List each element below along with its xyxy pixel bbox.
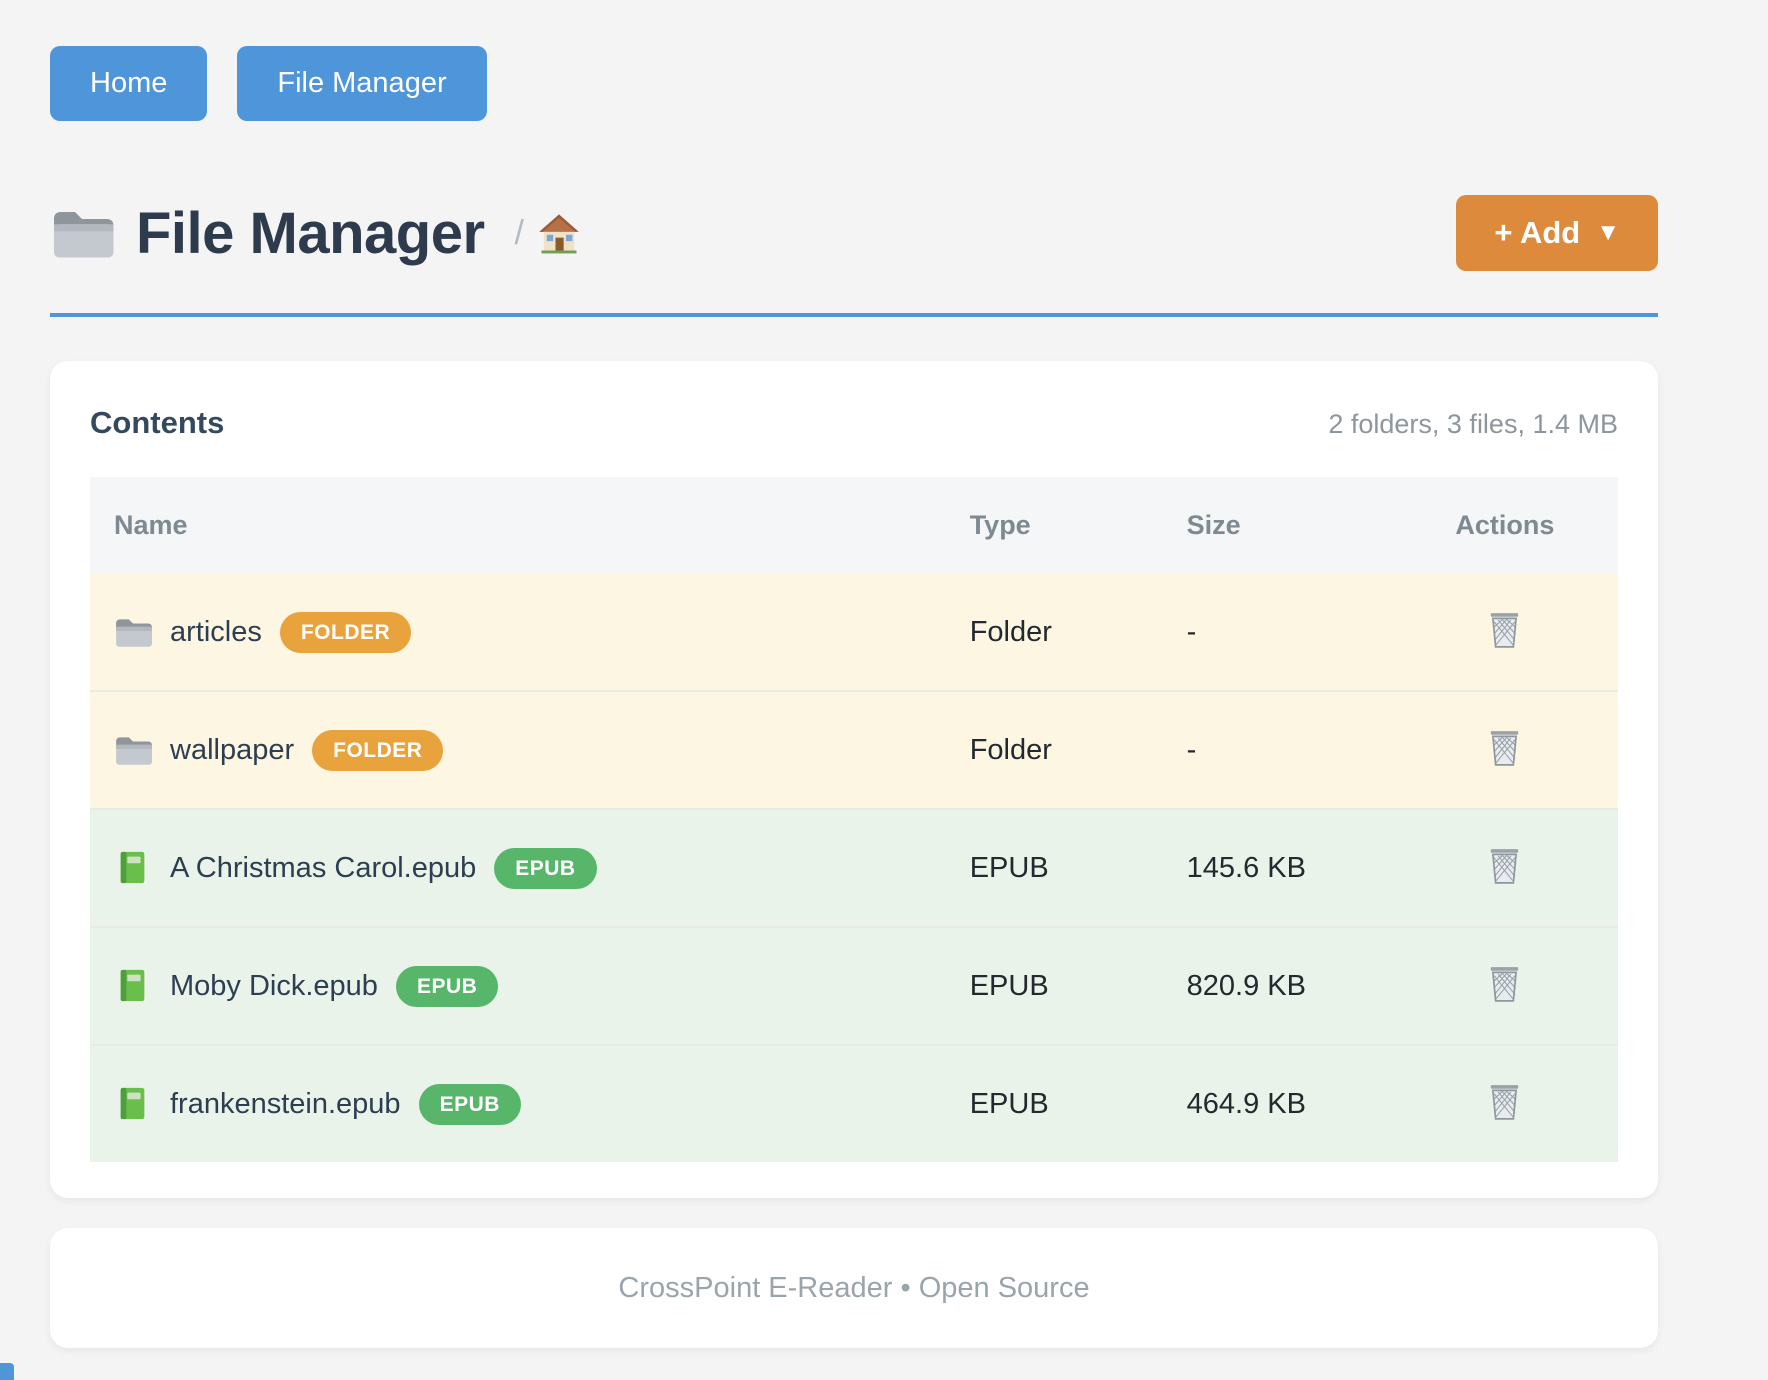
top-nav: Home File Manager xyxy=(50,0,1658,121)
table-row[interactable]: A Christmas Carol.epub EPUB EPUB 145.6 K… xyxy=(90,809,1618,927)
table-row[interactable]: articles FOLDER Folder - xyxy=(90,574,1618,691)
contents-summary: 2 folders, 3 files, 1.4 MB xyxy=(1328,409,1618,439)
column-header-type: Type xyxy=(969,510,1031,540)
type-badge: EPUB xyxy=(395,965,499,1007)
file-table: Name Type Size Actions xyxy=(90,477,1618,1162)
title-wrap: File Manager / xyxy=(50,200,580,267)
contents-card: Contents 2 folders, 3 files, 1.4 MB Name… xyxy=(50,361,1658,1198)
type-badge: EPUB xyxy=(494,847,597,889)
book-icon xyxy=(120,851,147,885)
type-badge: FOLDER xyxy=(279,611,412,653)
nav-home-button[interactable]: Home xyxy=(50,46,208,121)
size-cell: 145.6 KB xyxy=(1186,851,1306,884)
column-header-name: Name xyxy=(114,510,188,540)
page-header: File Manager / + Add ▼ xyxy=(50,195,1658,271)
header-row: Name Type Size Actions xyxy=(90,477,1618,574)
size-cell: - xyxy=(1186,615,1197,648)
delete-button[interactable] xyxy=(1483,843,1526,889)
type-cell: EPUB xyxy=(969,969,1049,1002)
size-cell: - xyxy=(1186,733,1197,766)
size-cell: 464.9 KB xyxy=(1186,1087,1306,1120)
folder-icon xyxy=(116,737,152,765)
nav-file-manager-button[interactable]: File Manager xyxy=(237,46,487,121)
trash-icon xyxy=(1491,967,1519,1002)
table-row[interactable]: frankenstein.epub EPUB EPUB 464.9 KB xyxy=(90,1045,1618,1162)
trash-icon xyxy=(1491,1085,1519,1120)
name-cell: frankenstein.epub EPUB xyxy=(90,1045,946,1162)
column-header-size: Size xyxy=(1186,510,1241,540)
name-cell: articles FOLDER xyxy=(90,574,946,691)
title-divider xyxy=(50,313,1658,317)
type-cell: Folder xyxy=(969,615,1052,648)
file-table-head: Name Type Size Actions xyxy=(90,477,1618,574)
delete-button[interactable] xyxy=(1483,1079,1526,1125)
table-row[interactable]: Moby Dick.epub EPUB EPUB 820.9 KB xyxy=(90,927,1618,1045)
footer-text: CrossPoint E-Reader • Open Source xyxy=(618,1271,1090,1304)
size-cell: 820.9 KB xyxy=(1186,969,1306,1002)
delete-button[interactable] xyxy=(1483,725,1526,771)
file-name[interactable]: frankenstein.epub xyxy=(170,1087,401,1120)
type-cell: EPUB xyxy=(969,851,1049,884)
actions-cell xyxy=(1392,1045,1618,1162)
column-header-actions: Actions xyxy=(1455,510,1555,540)
delete-button[interactable] xyxy=(1483,607,1526,653)
file-name[interactable]: A Christmas Carol.epub xyxy=(170,851,477,884)
book-icon xyxy=(120,969,147,1003)
home-icon[interactable] xyxy=(538,212,580,254)
folder-icon xyxy=(116,619,152,647)
type-cell: EPUB xyxy=(969,1087,1049,1120)
trash-icon xyxy=(1491,613,1519,648)
breadcrumb-separator: / xyxy=(514,213,524,252)
caret-down-icon: ▼ xyxy=(1596,219,1620,246)
trash-icon xyxy=(1491,731,1519,766)
delete-button[interactable] xyxy=(1483,961,1526,1007)
actions-cell xyxy=(1392,691,1618,809)
partial-bottom-left-element xyxy=(0,1363,14,1380)
type-badge: EPUB xyxy=(418,1083,521,1125)
folder-icon xyxy=(54,212,114,258)
breadcrumb: / xyxy=(515,212,580,254)
file-name[interactable]: wallpaper xyxy=(170,733,295,766)
page-title: File Manager xyxy=(136,200,485,266)
actions-cell xyxy=(1392,574,1618,691)
name-cell: A Christmas Carol.epub EPUB xyxy=(90,809,946,927)
actions-cell xyxy=(1392,809,1618,927)
trash-icon xyxy=(1491,849,1519,884)
file-name[interactable]: Moby Dick.epub xyxy=(170,969,378,1002)
footer-card: CrossPoint E-Reader • Open Source xyxy=(50,1228,1658,1348)
add-button-label: + Add xyxy=(1494,215,1581,250)
table-body: articles FOLDER Folder - xyxy=(90,574,1618,1162)
file-name[interactable]: articles xyxy=(170,615,262,648)
table-row[interactable]: wallpaper FOLDER Folder - xyxy=(90,691,1618,809)
name-cell: Moby Dick.epub EPUB xyxy=(90,927,946,1045)
page: Home File Manager File Manager / xyxy=(50,0,1658,1348)
add-button[interactable]: + Add ▼ xyxy=(1456,195,1658,271)
type-badge: FOLDER xyxy=(312,729,444,771)
actions-cell xyxy=(1392,927,1618,1045)
book-icon xyxy=(120,1087,147,1121)
contents-card-head: Contents 2 folders, 3 files, 1.4 MB xyxy=(90,405,1618,441)
type-cell: Folder xyxy=(969,733,1052,766)
contents-heading: Contents xyxy=(90,405,225,440)
name-cell: wallpaper FOLDER xyxy=(90,691,946,809)
